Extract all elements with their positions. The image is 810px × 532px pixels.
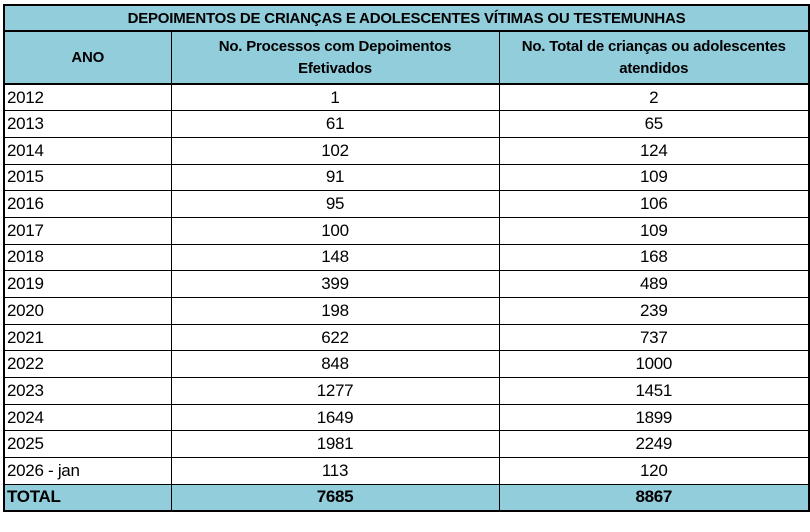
table-header-row: ANO No. Processos com Depoimentos Efetiv… — [3, 30, 810, 85]
year-cell: 2013 — [3, 110, 172, 138]
processos-cell: 91 — [170, 163, 500, 192]
table-row: 2023 1277 1451 — [3, 377, 810, 405]
atendidos-cell: 1899 — [498, 403, 810, 432]
atendidos-cell: 1451 — [498, 377, 810, 405]
processos-cell: 1981 — [170, 430, 500, 459]
year-cell: 2015 — [3, 163, 172, 192]
table-row: 2019 399 489 — [3, 270, 810, 298]
atendidos-cell: 168 — [498, 243, 810, 272]
processos-cell: 100 — [170, 216, 500, 245]
year-cell: 2012 — [3, 83, 172, 112]
table-title-row: DEPOIMENTOS DE CRIANÇAS E ADOLESCENTES V… — [3, 4, 810, 32]
year-cell: 2025 — [3, 430, 172, 459]
year-cell: 2023 — [3, 377, 172, 405]
table-row: 2018 148 168 — [3, 243, 810, 272]
table-row: 2024 1649 1899 — [3, 403, 810, 432]
column-header-ano: ANO — [3, 30, 172, 85]
processos-cell: 198 — [170, 297, 500, 325]
year-cell: 2020 — [3, 297, 172, 325]
atendidos-cell: 489 — [498, 270, 810, 298]
table-row: 2014 102 124 — [3, 136, 810, 165]
atendidos-cell: 2 — [498, 83, 810, 112]
atendidos-cell: 65 — [498, 110, 810, 138]
year-cell: 2019 — [3, 270, 172, 298]
year-cell: 2018 — [3, 243, 172, 272]
processos-cell: 1277 — [170, 377, 500, 405]
column-header-atendidos: No. Total de crianças ou adolescentes at… — [498, 30, 810, 85]
atendidos-cell: 1000 — [498, 350, 810, 379]
year-cell: 2024 — [3, 403, 172, 432]
table-row: 2020 198 239 — [3, 297, 810, 325]
processos-cell: 1649 — [170, 403, 500, 432]
processos-cell: 148 — [170, 243, 500, 272]
table-row: 2021 622 737 — [3, 323, 810, 352]
atendidos-cell: 737 — [498, 323, 810, 352]
processos-cell: 1 — [170, 83, 500, 112]
table-row: 2016 95 106 — [3, 190, 810, 218]
year-cell: 2026 - jan — [3, 457, 172, 485]
table-body: 2012 1 2 2013 61 65 2014 102 124 2015 91… — [3, 83, 810, 512]
year-cell: TOTAL — [3, 483, 172, 512]
atendidos-cell: 124 — [498, 136, 810, 165]
table-row: 2017 100 109 — [3, 216, 810, 245]
processos-cell: 95 — [170, 190, 500, 218]
year-cell: 2017 — [3, 216, 172, 245]
table-row: 2026 - jan 113 120 — [3, 457, 810, 485]
atendidos-cell: 109 — [498, 216, 810, 245]
processos-cell: 848 — [170, 350, 500, 379]
year-cell: 2021 — [3, 323, 172, 352]
processos-cell: 399 — [170, 270, 500, 298]
year-cell: 2016 — [3, 190, 172, 218]
table-title: DEPOIMENTOS DE CRIANÇAS E ADOLESCENTES V… — [3, 4, 810, 32]
column-header-processos: No. Processos com Depoimentos Efetivados — [170, 30, 500, 85]
atendidos-cell: 106 — [498, 190, 810, 218]
atendidos-cell: 239 — [498, 297, 810, 325]
atendidos-cell: 120 — [498, 457, 810, 485]
atendidos-cell: 8867 — [498, 483, 810, 512]
table-row: 2013 61 65 — [3, 110, 810, 138]
table-row: 2015 91 109 — [3, 163, 810, 192]
table-row: 2025 1981 2249 — [3, 430, 810, 459]
table-row: 2022 848 1000 — [3, 350, 810, 379]
atendidos-cell: 2249 — [498, 430, 810, 459]
processos-cell: 113 — [170, 457, 500, 485]
year-cell: 2014 — [3, 136, 172, 165]
atendidos-cell: 109 — [498, 163, 810, 192]
year-cell: 2022 — [3, 350, 172, 379]
processos-cell: 7685 — [170, 483, 500, 512]
total-row: TOTAL 7685 8867 — [3, 483, 810, 512]
depoimentos-table-container: DEPOIMENTOS DE CRIANÇAS E ADOLESCENTES V… — [3, 4, 810, 512]
depoimentos-table: DEPOIMENTOS DE CRIANÇAS E ADOLESCENTES V… — [3, 4, 810, 512]
table-row: 2012 1 2 — [3, 83, 810, 112]
processos-cell: 622 — [170, 323, 500, 352]
processos-cell: 102 — [170, 136, 500, 165]
processos-cell: 61 — [170, 110, 500, 138]
